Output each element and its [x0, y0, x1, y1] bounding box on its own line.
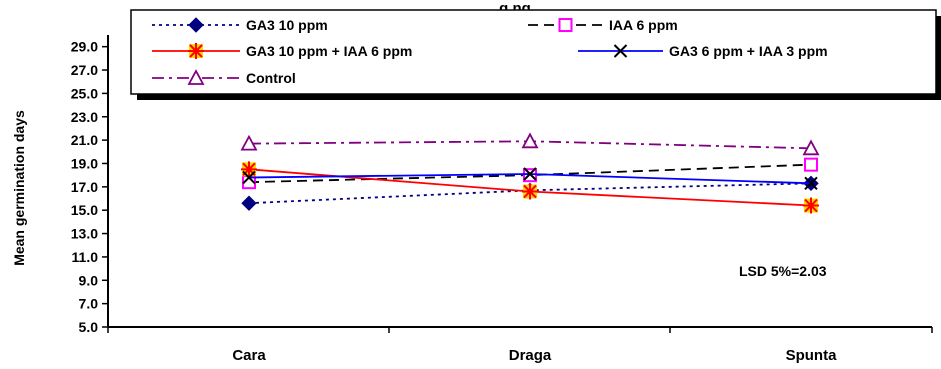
legend-marker	[613, 44, 628, 58]
y-tick-label: 9.0	[79, 272, 99, 288]
y-tick-label: 5.0	[79, 319, 99, 335]
x-tick-label: Draga	[509, 347, 552, 364]
y-tick-label: 25.0	[71, 85, 98, 101]
y-tick-label: 15.0	[71, 202, 98, 218]
data-point	[523, 167, 537, 181]
legend: GA3 10 ppm IAA 6 ppm GA3 10 ppm + IAA 6 pp…	[130, 9, 941, 100]
data-point	[240, 134, 258, 151]
plot-area: 5.0 7.0 9.0 11.0 13.0 15.0 17.0 19.0 21.0 23.0 25.…	[71, 35, 933, 364]
legend-marker	[188, 43, 204, 59]
legend-item: GA3 6 ppm + IAA 3 ppm	[578, 43, 828, 59]
y-tick-label: 17.0	[71, 179, 98, 195]
y-axis-label: Mean germination days	[11, 110, 27, 266]
marker-star	[522, 183, 538, 200]
legend-items: GA3 10 ppm IAA 6 ppm GA3 10 ppm + IAA 6 pp…	[152, 17, 828, 86]
legend-marker	[558, 18, 573, 32]
y-tick-label: 7.0	[79, 296, 99, 312]
legend-item: IAA 6 ppm	[528, 17, 678, 33]
data-point	[242, 170, 256, 185]
legend-marker	[188, 17, 204, 33]
x-tick-label: Spunta	[786, 347, 837, 364]
y-tick-label: 23.0	[71, 109, 98, 125]
legend-box	[130, 9, 937, 95]
data-point	[241, 161, 257, 178]
y-tick-label: 21.0	[71, 132, 98, 148]
data-point	[522, 183, 538, 200]
data-point	[241, 195, 257, 211]
x-tick-label: Cara	[232, 347, 266, 364]
marker-star	[803, 197, 819, 214]
marker-star	[188, 43, 204, 59]
legend-label: IAA 6 ppm	[609, 17, 678, 33]
legend-label: GA3 6 ppm + IAA 3 ppm	[669, 43, 828, 59]
data-point	[521, 132, 539, 149]
y-tick-label: 11.0	[72, 249, 99, 265]
y-tick-label: 13.0	[71, 226, 98, 242]
series-5	[240, 132, 820, 156]
legend-item: GA3 10 ppm + IAA 6 ppm	[152, 43, 412, 59]
y-tick-label: 27.0	[71, 62, 98, 78]
legend-label: GA3 10 ppm + IAA 6 ppm	[246, 43, 412, 59]
lsd-annotation: LSD 5%=2.03	[739, 263, 827, 279]
legend-item: Control	[152, 69, 296, 86]
legend-marker	[187, 69, 205, 85]
legend-item: GA3 10 ppm	[152, 17, 328, 33]
y-tick-label: 29.0	[71, 39, 98, 55]
data-point	[804, 157, 818, 172]
y-tick-label: 19.0	[71, 155, 98, 171]
data-point	[802, 139, 820, 156]
series-4	[242, 167, 818, 191]
legend-label: Control	[246, 70, 296, 86]
marker-star	[241, 161, 257, 178]
data-point	[803, 197, 819, 214]
data-point	[804, 176, 818, 191]
legend-label: GA3 10 ppm	[246, 17, 328, 33]
